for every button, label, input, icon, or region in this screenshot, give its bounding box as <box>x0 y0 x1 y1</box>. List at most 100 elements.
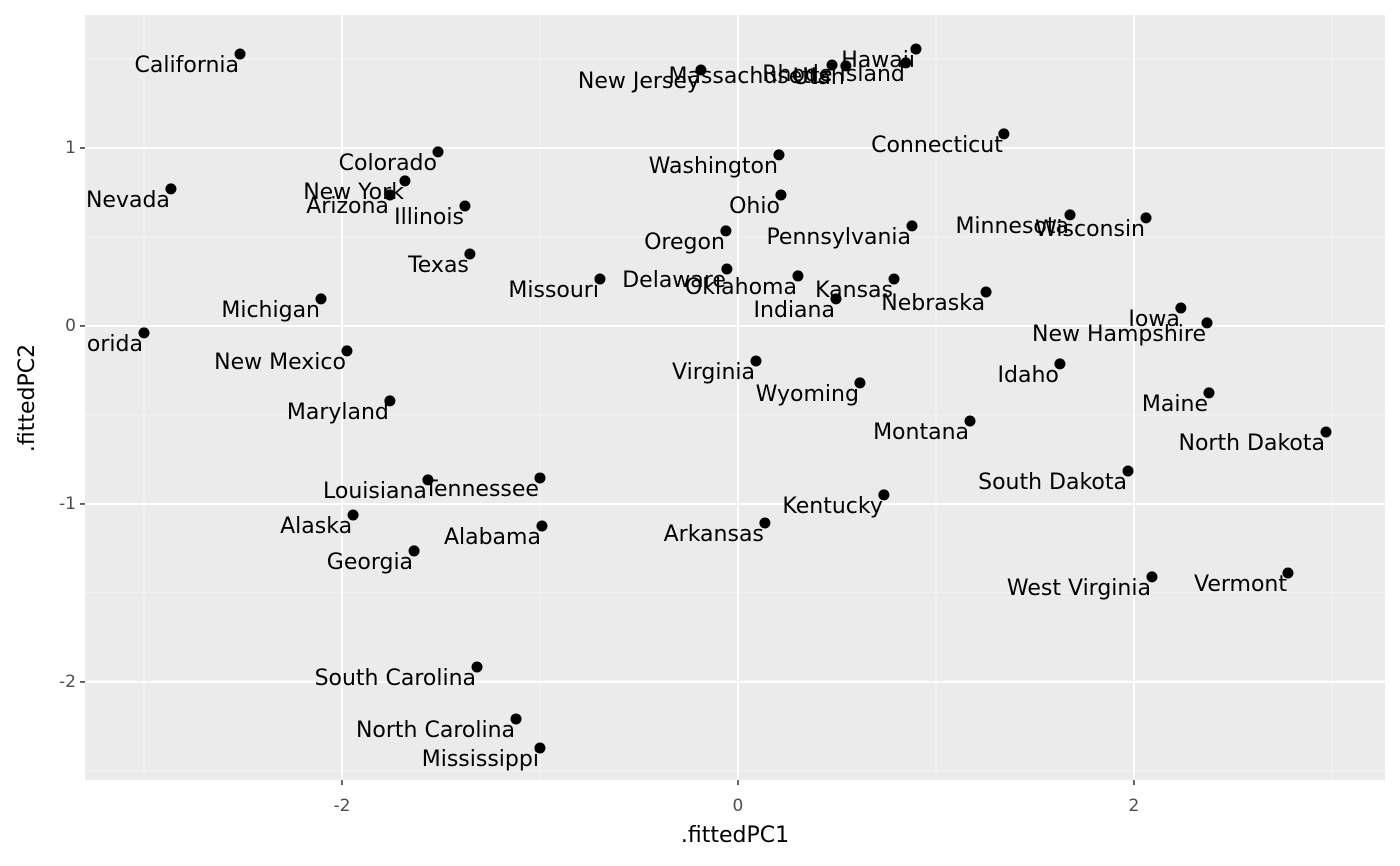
point-label: Washington <box>649 154 778 179</box>
x-tick-label: -2 <box>334 796 351 816</box>
point-label: Wisconsin <box>1035 217 1145 242</box>
point <box>594 273 606 285</box>
point-label: Minnesota <box>955 214 1069 239</box>
point-label: Indiana <box>754 298 835 323</box>
point-label: California <box>135 53 239 78</box>
point <box>1122 465 1134 477</box>
point <box>347 509 359 521</box>
point <box>759 517 771 529</box>
grid <box>85 15 1385 780</box>
point <box>534 742 546 754</box>
point <box>840 60 852 72</box>
x-tick-label: 2 <box>1129 796 1140 816</box>
point-label: Illinois <box>394 205 464 230</box>
point <box>165 183 177 195</box>
point <box>1175 302 1187 314</box>
point-label: South Carolina <box>315 666 476 691</box>
y-tick-label: -2 <box>59 672 76 692</box>
point-label: Alabama <box>444 525 541 550</box>
point <box>471 661 483 673</box>
point <box>720 225 732 237</box>
point-label: Texas <box>407 253 469 278</box>
point <box>826 59 838 71</box>
point-label: South Dakota <box>978 470 1127 495</box>
point <box>234 48 246 60</box>
point-label: Virginia <box>672 360 755 385</box>
point-label: Pennsylvania <box>766 225 911 250</box>
point <box>1064 209 1076 221</box>
point-label: Ohio <box>729 194 780 219</box>
panel <box>85 15 1385 780</box>
point <box>432 146 444 158</box>
x-tick-label: 0 <box>733 796 744 816</box>
point-label: West Virginia <box>1007 576 1151 601</box>
point-label: Georgia <box>327 550 413 575</box>
axes: -2 0 2 -2 -1 0 1 <box>59 138 1139 816</box>
point <box>536 520 548 532</box>
point-label: New Mexico <box>214 350 346 375</box>
point <box>854 377 866 389</box>
point <box>964 415 976 427</box>
point <box>775 189 787 201</box>
point <box>1282 567 1294 579</box>
point <box>422 474 434 486</box>
point-label: Rhode Island <box>762 62 905 87</box>
point <box>464 248 476 260</box>
point-label: New Jersey <box>578 69 700 94</box>
y-tick-label: 0 <box>65 316 76 336</box>
point-label: Oregon <box>644 230 725 255</box>
point <box>888 273 900 285</box>
point <box>341 345 353 357</box>
point <box>1320 426 1332 438</box>
point-label: Maine <box>1142 392 1208 417</box>
y-axis-title: .fittedPC2 <box>15 344 40 452</box>
point-label: Florida <box>68 332 143 357</box>
point <box>1146 571 1158 583</box>
point-label: North Dakota <box>1179 431 1325 456</box>
point <box>910 43 922 55</box>
point-label: Wyoming <box>756 382 859 407</box>
y-tick-label: -1 <box>59 494 76 514</box>
point-label: North Carolina <box>356 718 515 743</box>
point <box>900 57 912 69</box>
point-label: Montana <box>873 420 969 445</box>
point <box>721 263 733 275</box>
point-label: Idaho <box>998 363 1059 388</box>
point <box>750 355 762 367</box>
point-label: Alaska <box>280 514 352 539</box>
point <box>1054 358 1066 370</box>
point <box>906 220 918 232</box>
point <box>315 293 327 305</box>
point-label: Michigan <box>221 298 320 323</box>
point-label: Louisiana <box>323 479 427 504</box>
point <box>459 200 471 212</box>
point <box>138 327 150 339</box>
point-label: Nevada <box>86 188 170 213</box>
point-label: Vermont <box>1194 572 1287 597</box>
point <box>773 149 785 161</box>
point <box>695 64 707 76</box>
point-label: Tennessee <box>423 477 539 502</box>
point-label: Oklahoma <box>685 275 797 300</box>
point-label: Nebraska <box>881 291 985 316</box>
point <box>510 713 522 725</box>
point-label: New Hampshire <box>1032 322 1206 347</box>
x-axis-title: .fittedPC1 <box>681 823 789 848</box>
point <box>878 489 890 501</box>
point <box>1203 387 1215 399</box>
point-label: Arizona <box>306 194 389 219</box>
point-label: Massachusetts <box>668 64 831 89</box>
point-label: Mississippi <box>422 747 539 772</box>
point <box>980 286 992 298</box>
point <box>1201 317 1213 329</box>
point-label: Maryland <box>287 400 389 425</box>
point <box>998 128 1010 140</box>
point-label: Kentucky <box>782 494 882 519</box>
point <box>408 545 420 557</box>
point-label: Colorado <box>339 151 437 176</box>
point-label: Hawaii <box>841 48 915 73</box>
point <box>399 175 411 187</box>
point-label: Utah <box>793 65 845 90</box>
